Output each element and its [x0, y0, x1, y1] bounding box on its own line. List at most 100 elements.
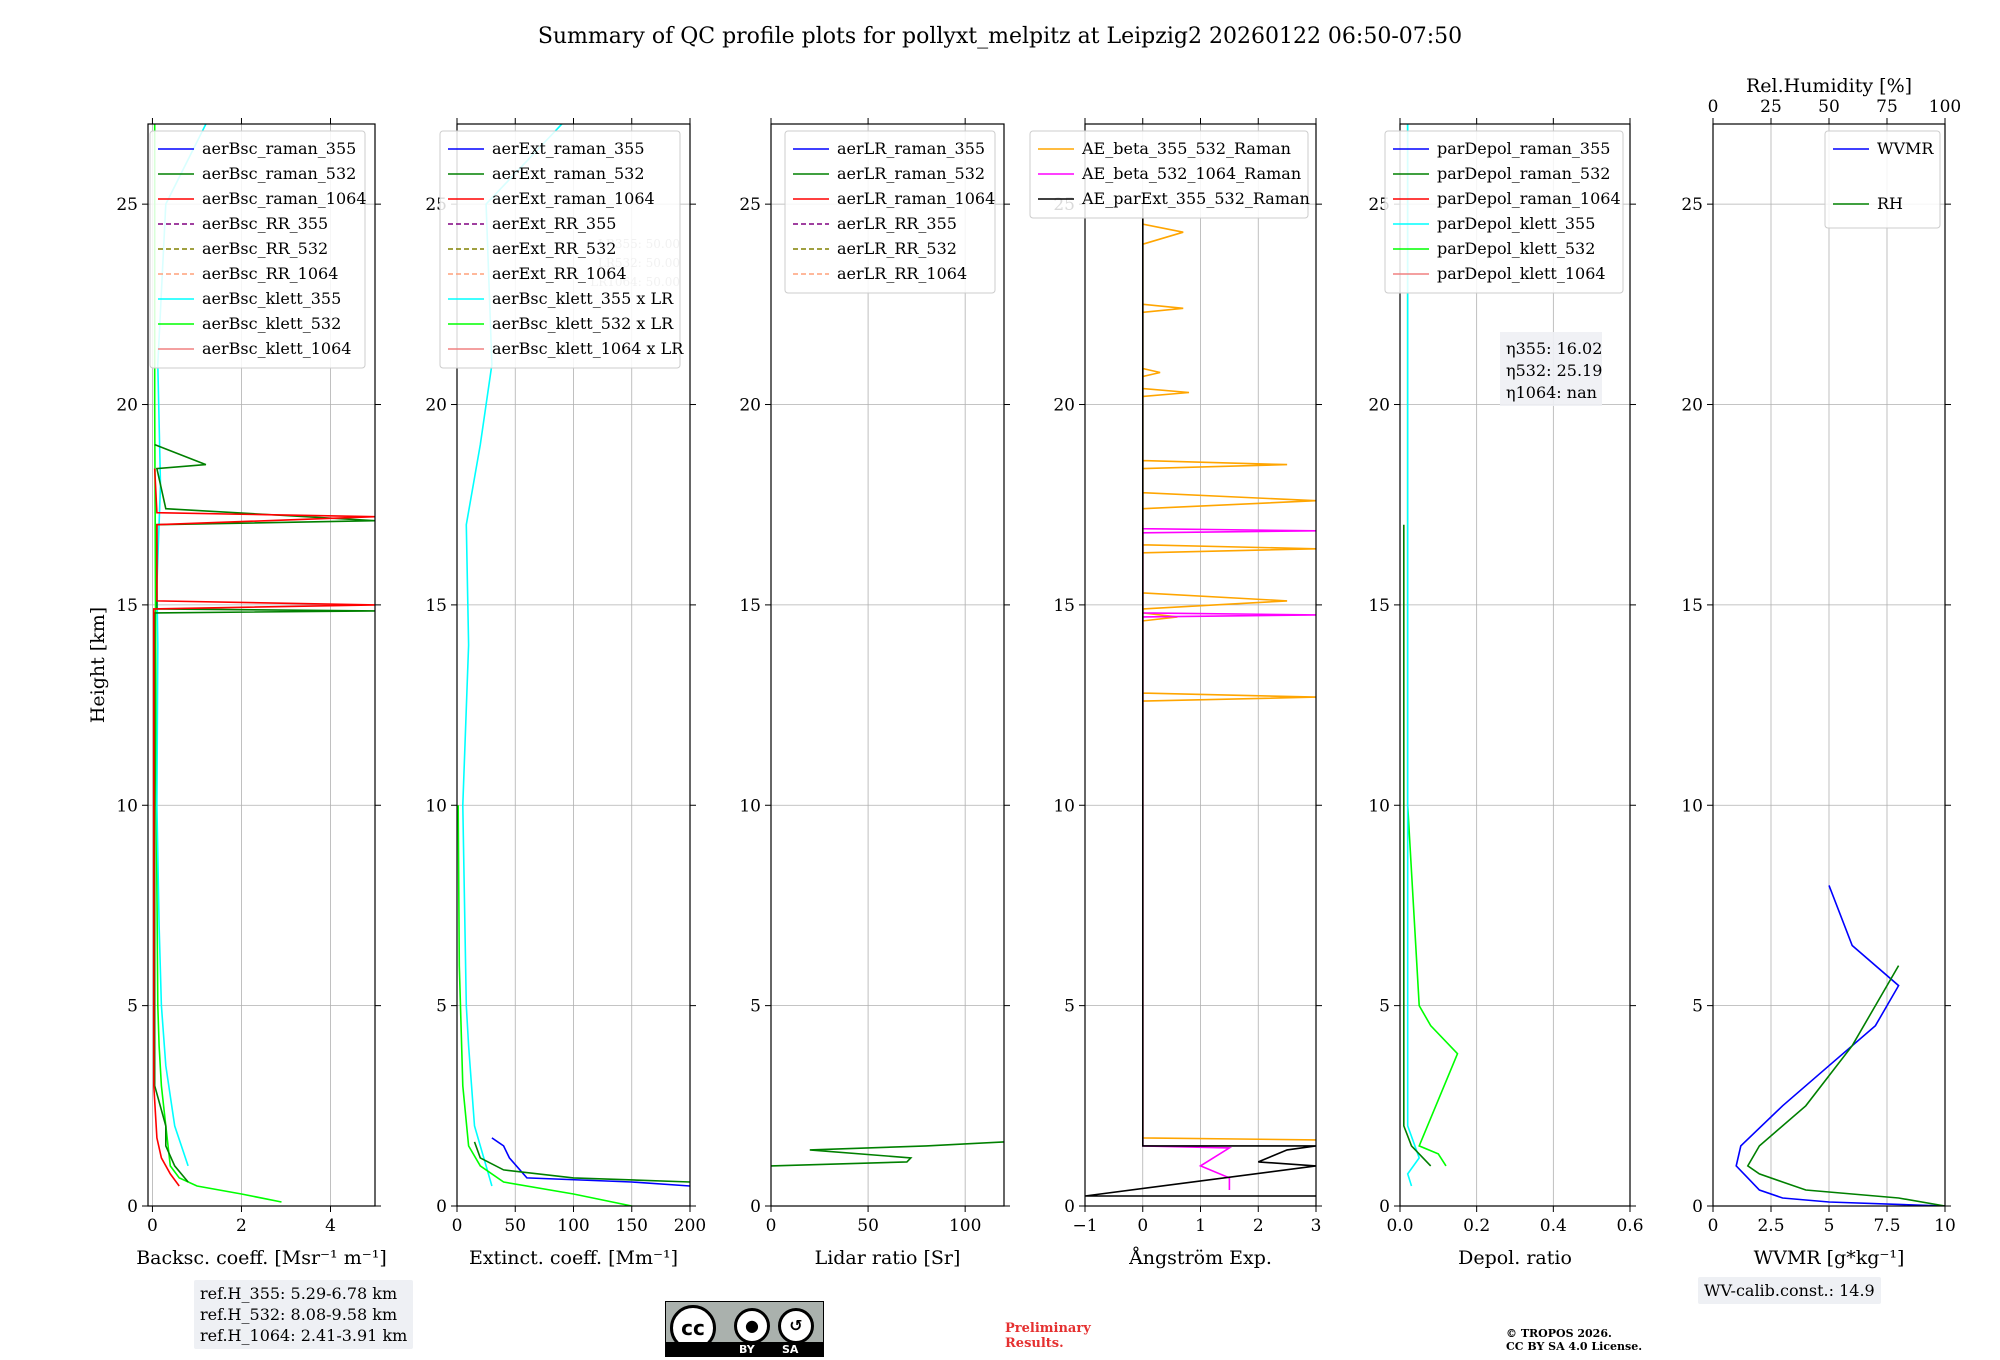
series-line-aerBsc_raman_1064: [153, 468, 375, 1187]
eta-label: η532: 25.19: [1506, 361, 1602, 380]
y-tick-label: 20: [425, 396, 447, 416]
legend-entry: aerBsc_raman_1064: [202, 189, 367, 208]
series-line-AE_parExt_355_532_Raman: [1085, 204, 1316, 1197]
x-tick-label: 3: [1311, 1216, 1322, 1236]
y-tick-label: 5: [750, 997, 761, 1017]
x-tick-label: 0.4: [1540, 1216, 1567, 1236]
preliminary-results-note: Preliminary Results.: [1005, 1321, 1091, 1351]
legend-entry: aerBsc_klett_1064: [202, 339, 351, 358]
y-tick-label: 25: [116, 195, 138, 215]
legend-entry: parDepol_klett_1064: [1437, 264, 1606, 283]
x-tick-label: 1: [1195, 1216, 1206, 1236]
legend-entry: aerBsc_klett_1064 x LR: [492, 339, 684, 358]
legend-entry: aerExt_raman_1064: [492, 189, 655, 208]
axes-frame: [770, 123, 1005, 1207]
legend-entry: aerLR_raman_1064: [837, 189, 995, 208]
x-tick-label: 100: [557, 1216, 589, 1236]
top-x-tick-label: 25: [1760, 97, 1782, 117]
legend-entry: aerBsc_RR_532: [202, 239, 328, 258]
legend-entry: aerBsc_klett_532: [202, 314, 341, 333]
legend-entry: aerExt_RR_532: [492, 239, 616, 258]
legend-entry: aerBsc_RR_1064: [202, 264, 338, 283]
series-line-aerExt_raman_355: [491, 1137, 690, 1187]
legend-entry: parDepol_klett_355: [1437, 214, 1595, 233]
cc-sa-label: SA: [782, 1343, 799, 1356]
y-tick-label: 15: [425, 596, 447, 616]
y-axis-label: Height [km]: [87, 607, 109, 723]
x-tick-label: 2: [236, 1216, 247, 1236]
legend-entry: aerLR_raman_532: [837, 164, 985, 183]
y-tick-label: 25: [739, 195, 761, 215]
cc-license-badge: cc ● ↺ BY SA: [665, 1301, 824, 1357]
top-x-tick-label: 50: [1818, 97, 1840, 117]
y-tick-label: 5: [1064, 997, 1075, 1017]
x-tick-label: 4: [325, 1216, 336, 1236]
x-tick-label: 0.6: [1616, 1216, 1643, 1236]
x-axis-label: Extinct. coeff. [Mm⁻¹]: [469, 1247, 678, 1269]
share-alike-icon: ↺: [778, 1308, 814, 1344]
legend: parDepol_raman_355 parDepol_raman_532 parD…: [1384, 130, 1624, 294]
legend-entry: AE_beta_355_532_Raman: [1081, 139, 1291, 158]
y-tick-label: 5: [1379, 997, 1390, 1017]
legend: aerExt_raman_355 aerExt_raman_532 aerExt_r…: [439, 130, 684, 369]
x-tick-label: 0: [147, 1216, 158, 1236]
legend: AE_beta_355_532_Raman AE_beta_532_1064_Ra…: [1029, 130, 1310, 219]
eta-annotation: η355: 16.02 η532: 25.19 η1064: nan: [1500, 332, 1602, 406]
eta-box: [1500, 332, 1602, 406]
y-tick-label: 5: [127, 997, 138, 1017]
legend-entry: parDepol_raman_1064: [1437, 189, 1621, 208]
preliminary-line-1: Preliminary: [1005, 1321, 1091, 1336]
x-tick-label: 2.5: [1757, 1216, 1784, 1236]
figure-title: Summary of QC profile plots for pollyxt_…: [538, 24, 1462, 49]
x-tick-label: 100: [949, 1216, 981, 1236]
x-tick-label: 0.2: [1463, 1216, 1490, 1236]
legend-entry: AE_beta_532_1064_Raman: [1081, 164, 1301, 183]
reference-height-box: ref.H_355: 5.29-6.78 km ref.H_532: 8.08-…: [194, 1280, 414, 1349]
y-tick-label: 10: [739, 796, 761, 816]
x-tick-label: 150: [616, 1216, 648, 1236]
y-tick-label: 20: [1053, 396, 1075, 416]
eta-label: η1064: nan: [1506, 383, 1597, 402]
x-axis-label: Lidar ratio [Sr]: [815, 1247, 961, 1269]
y-tick-label: 20: [116, 396, 138, 416]
y-tick-label: 10: [116, 796, 138, 816]
y-tick-label: 10: [1053, 796, 1075, 816]
panel-lidar_ratio: 0 50 100 0 5 10 15 20 25 Lidar ratio [Sr] aerLR_ra…: [739, 118, 1010, 1269]
legend-entry: parDepol_raman_532: [1437, 164, 1610, 183]
wv-calib-const: WV-calib.const.: 14.9: [1704, 1281, 1875, 1300]
series-line-AE_beta_355_532_Raman: [1142, 204, 1316, 1141]
legend-entry: aerLR_RR_355: [837, 214, 957, 233]
x-axis-label: Depol. ratio: [1458, 1247, 1572, 1269]
y-tick-label: 25: [1681, 195, 1703, 215]
legend-box: [439, 130, 681, 369]
license-line-1: © TROPOS 2026.: [1506, 1327, 1612, 1340]
x-tick-label: 7.5: [1873, 1216, 1900, 1236]
y-tick-label: 15: [116, 596, 138, 616]
y-tick-label: 10: [1681, 796, 1703, 816]
y-tick-label: 15: [739, 596, 761, 616]
top-x-tick-label: 100: [1929, 97, 1961, 117]
legend-entry: aerExt_RR_355: [492, 214, 616, 233]
series-line-aerBsc_klett_532 x LR: [457, 805, 632, 1206]
x-tick-label: 2: [1253, 1216, 1264, 1236]
series-group: [1403, 124, 1459, 1187]
legend-entry: aerLR_raman_355: [837, 139, 985, 158]
legend-box: [1384, 130, 1624, 294]
top-x-tick-label: 75: [1876, 97, 1898, 117]
y-tick-label: 0: [1692, 1197, 1703, 1217]
cc-badge-band: BY SA: [666, 1342, 823, 1356]
panel-backscatter: 0 2 4 0 5 10 15 20 25 Backsc. coeff. [Msr⁻¹ m⁻¹] H…: [87, 118, 387, 1269]
series-line-aerBsc_klett_532: [153, 124, 282, 1203]
series-line-RH: [1746, 965, 1945, 1206]
legend-entry: AE_parExt_355_532_Raman: [1081, 189, 1310, 208]
legend-entry: parDepol_raman_355: [1437, 139, 1610, 158]
preliminary-line-2: Results.: [1005, 1336, 1064, 1351]
y-tick-label: 10: [425, 796, 447, 816]
series-group: [771, 1141, 1004, 1167]
license-note: © TROPOS 2026. CC BY SA 4.0 License.: [1506, 1327, 1642, 1353]
x-tick-label: 5: [1824, 1216, 1835, 1236]
top-x-tick-label: 0: [1708, 97, 1719, 117]
panel-angstrom: −101230510152025Ångström Exp.AE_beta_355…: [1029, 118, 1322, 1269]
